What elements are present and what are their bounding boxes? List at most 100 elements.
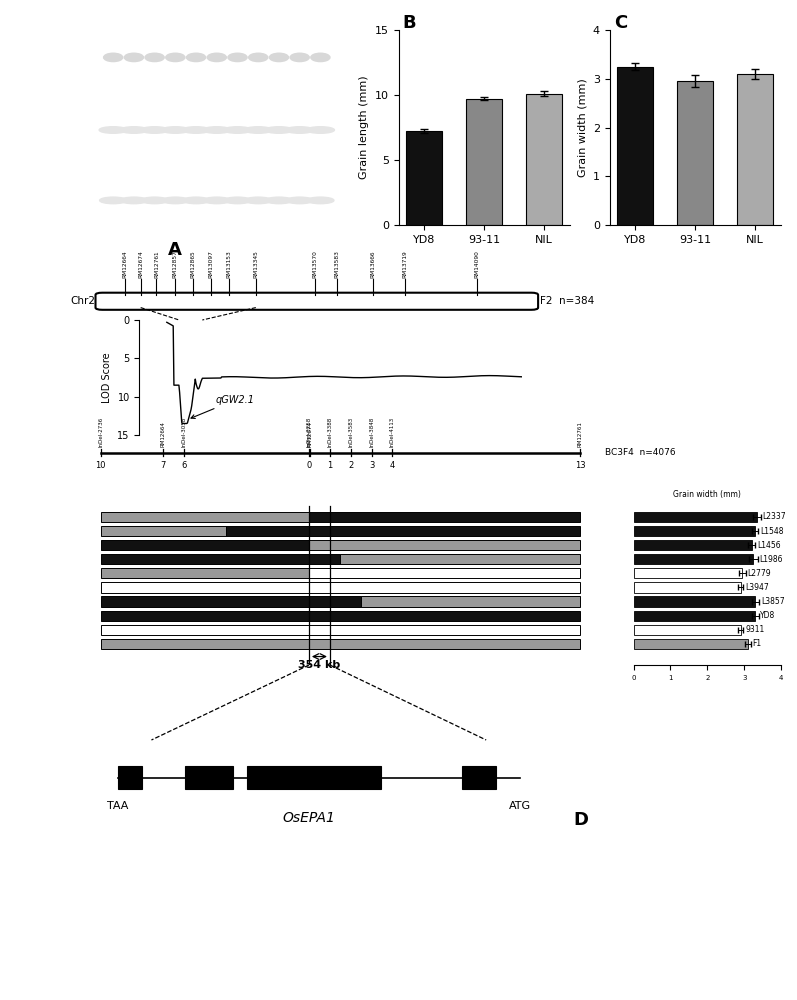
Ellipse shape bbox=[307, 197, 334, 204]
Text: 9311: 9311 bbox=[745, 625, 764, 634]
Y-axis label: Grain length (mm): Grain length (mm) bbox=[359, 76, 369, 179]
Ellipse shape bbox=[145, 53, 164, 62]
Text: 13: 13 bbox=[575, 461, 585, 470]
Text: Chr2: Chr2 bbox=[70, 296, 96, 306]
Ellipse shape bbox=[141, 197, 168, 204]
Bar bbox=[100, 611, 580, 621]
Ellipse shape bbox=[183, 197, 210, 204]
Text: 7: 7 bbox=[160, 461, 166, 470]
Text: InDel-3583: InDel-3583 bbox=[348, 417, 353, 447]
Text: RM14090: RM14090 bbox=[475, 250, 480, 278]
Ellipse shape bbox=[120, 197, 147, 204]
Bar bbox=[634, 512, 757, 522]
Text: InDel-3388: InDel-3388 bbox=[328, 417, 332, 447]
Text: InDel-4113: InDel-4113 bbox=[390, 417, 395, 447]
Ellipse shape bbox=[140, 127, 169, 133]
Text: qGW2.1: qGW2.1 bbox=[191, 395, 255, 418]
Text: RM12857: RM12857 bbox=[172, 250, 177, 278]
Text: RM13666: RM13666 bbox=[371, 250, 375, 278]
Text: InDel-2736: InDel-2736 bbox=[98, 417, 103, 447]
Bar bbox=[634, 540, 752, 550]
Text: 2: 2 bbox=[348, 461, 353, 470]
Text: RM12674: RM12674 bbox=[138, 250, 143, 278]
Text: RM12674: RM12674 bbox=[308, 422, 312, 447]
Title: Grain width (mm): Grain width (mm) bbox=[673, 490, 741, 499]
Text: RM13719: RM13719 bbox=[402, 250, 407, 278]
Bar bbox=[118, 766, 142, 789]
Text: ATG: ATG bbox=[508, 801, 531, 811]
Text: RM13345: RM13345 bbox=[253, 250, 258, 278]
Ellipse shape bbox=[186, 53, 206, 62]
Bar bbox=[309, 512, 580, 522]
Text: L1986: L1986 bbox=[760, 555, 783, 564]
Text: YD8: YD8 bbox=[760, 611, 775, 620]
Bar bbox=[100, 596, 361, 607]
Text: 4: 4 bbox=[390, 461, 395, 470]
Bar bbox=[618, 67, 654, 225]
Ellipse shape bbox=[290, 53, 309, 62]
Bar bbox=[309, 568, 580, 578]
Bar bbox=[226, 526, 580, 536]
Text: InDel-3848: InDel-3848 bbox=[369, 417, 374, 447]
Ellipse shape bbox=[99, 127, 128, 133]
Ellipse shape bbox=[161, 127, 190, 133]
Text: RM12865: RM12865 bbox=[190, 250, 195, 278]
Bar bbox=[462, 766, 496, 789]
Ellipse shape bbox=[306, 127, 335, 133]
FancyBboxPatch shape bbox=[96, 293, 538, 310]
Bar bbox=[634, 611, 756, 621]
Ellipse shape bbox=[245, 197, 272, 204]
Text: C: C bbox=[614, 14, 627, 32]
Ellipse shape bbox=[224, 197, 251, 204]
Ellipse shape bbox=[104, 53, 123, 62]
Bar bbox=[634, 568, 742, 578]
Text: B: B bbox=[402, 14, 416, 32]
Text: ): ) bbox=[74, 194, 79, 207]
Bar bbox=[737, 74, 773, 225]
Text: L2337: L2337 bbox=[763, 512, 787, 521]
Text: BC3F4  n=4076: BC3F4 n=4076 bbox=[605, 448, 676, 457]
Text: 3: 3 bbox=[369, 461, 375, 470]
Bar bbox=[361, 596, 580, 607]
Bar bbox=[634, 554, 753, 564]
Text: RM12761: RM12761 bbox=[154, 250, 159, 278]
Ellipse shape bbox=[207, 53, 226, 62]
Bar bbox=[406, 131, 442, 225]
Ellipse shape bbox=[265, 127, 293, 133]
Text: A: A bbox=[168, 241, 183, 259]
Bar bbox=[634, 526, 756, 536]
Text: OsEPA1: OsEPA1 bbox=[283, 811, 336, 825]
Bar bbox=[185, 766, 233, 789]
Text: RM12761: RM12761 bbox=[578, 422, 583, 447]
Text: D: D bbox=[574, 811, 589, 829]
Bar bbox=[634, 582, 740, 593]
Ellipse shape bbox=[162, 197, 189, 204]
Ellipse shape bbox=[223, 127, 252, 133]
Ellipse shape bbox=[228, 53, 247, 62]
Text: NIL(: NIL( bbox=[29, 194, 53, 207]
Bar bbox=[100, 625, 580, 635]
Bar bbox=[309, 540, 580, 550]
Text: L3947: L3947 bbox=[745, 583, 769, 592]
Bar bbox=[100, 554, 309, 564]
Ellipse shape bbox=[203, 197, 230, 204]
Ellipse shape bbox=[311, 53, 330, 62]
Ellipse shape bbox=[249, 53, 268, 62]
Text: TAA: TAA bbox=[108, 801, 128, 811]
Ellipse shape bbox=[166, 53, 185, 62]
Ellipse shape bbox=[269, 53, 289, 62]
Bar bbox=[100, 540, 309, 550]
Bar bbox=[100, 568, 309, 578]
Bar bbox=[340, 554, 580, 564]
Text: 10: 10 bbox=[96, 461, 106, 470]
Text: L1548: L1548 bbox=[760, 527, 783, 536]
Text: RM12664: RM12664 bbox=[123, 250, 128, 278]
Bar bbox=[526, 94, 562, 225]
Text: RM12664: RM12664 bbox=[160, 422, 166, 447]
Bar bbox=[677, 81, 713, 225]
Bar bbox=[634, 625, 740, 635]
Text: InDel-3258: InDel-3258 bbox=[307, 417, 312, 447]
Bar bbox=[100, 582, 580, 593]
Text: F2  n=384: F2 n=384 bbox=[540, 296, 595, 306]
Ellipse shape bbox=[100, 197, 127, 204]
